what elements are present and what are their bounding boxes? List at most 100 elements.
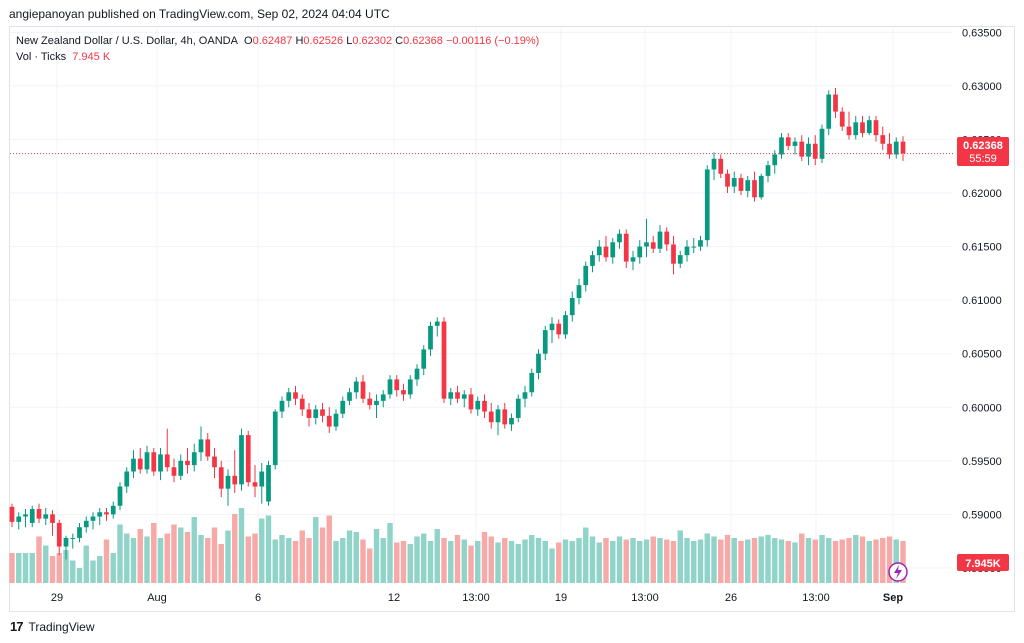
candle	[502, 402, 508, 429]
volume-bar	[745, 539, 751, 583]
time-tick-label: 19	[555, 592, 567, 604]
candle	[218, 460, 224, 498]
time-tick-label: 12	[388, 592, 400, 604]
lightning-icon[interactable]	[888, 562, 908, 582]
candle	[482, 394, 487, 418]
candle	[536, 349, 541, 380]
time-tick-label: 13:00	[462, 592, 490, 604]
volume-bar	[610, 541, 616, 583]
candle-body	[70, 537, 76, 539]
volume-bar	[461, 539, 467, 583]
candle-body	[205, 439, 211, 457]
candle	[448, 387, 454, 406]
volume-bar	[900, 541, 906, 583]
volume-bar	[353, 532, 359, 583]
candle	[9, 503, 15, 528]
candle-body	[326, 415, 332, 427]
candle-body	[603, 246, 609, 258]
candle	[583, 261, 589, 292]
candle-body	[239, 435, 244, 485]
candle-body	[131, 458, 136, 472]
volume-bar	[448, 541, 454, 583]
volume-bar	[589, 536, 596, 583]
candle-body	[745, 180, 751, 191]
volume-bar	[70, 560, 76, 583]
ohlc-o-label: O	[244, 35, 253, 47]
candle	[887, 133, 892, 159]
candle	[198, 426, 204, 461]
candle	[70, 533, 76, 549]
candle-body	[164, 454, 170, 468]
candle-body	[83, 520, 89, 528]
candle-body	[536, 353, 541, 373]
volume-badge: 7.945K	[957, 554, 1009, 571]
volume-bar	[151, 523, 157, 583]
volume-bar	[684, 538, 690, 583]
volume-bar	[873, 539, 879, 583]
volume-bar	[751, 538, 758, 583]
volume-bar	[83, 545, 89, 583]
volume-bar	[299, 530, 305, 583]
volume-bar	[650, 536, 656, 583]
volume-bar	[805, 538, 812, 583]
candle	[819, 124, 825, 164]
candle	[178, 454, 184, 481]
volume-bar	[427, 541, 434, 583]
candle	[475, 396, 481, 416]
chart-frame[interactable]	[9, 26, 1015, 612]
candle	[104, 507, 109, 521]
candle	[596, 240, 602, 262]
candle-body	[583, 265, 589, 286]
tradingview-footer[interactable]: 17 TradingView	[10, 619, 95, 634]
volume-bar	[124, 533, 130, 583]
volume-bar	[819, 535, 825, 583]
candle	[97, 507, 103, 526]
volume-bar	[265, 515, 272, 583]
candle	[853, 115, 859, 140]
volume-bar	[326, 515, 332, 583]
price-tick-label: 0.62000	[962, 188, 1002, 200]
candle-body	[380, 394, 386, 401]
candle-body	[900, 141, 906, 154]
volume-label: Vol · Ticks	[16, 51, 67, 63]
candle-body	[731, 178, 737, 187]
candle	[225, 469, 231, 506]
candle	[347, 387, 352, 406]
volume-bar	[49, 556, 56, 583]
candle-body	[272, 411, 278, 466]
volume-bar	[346, 530, 353, 583]
candle-body	[286, 392, 292, 401]
candle-body	[785, 137, 791, 146]
ohlc-open: 0.62487	[252, 35, 293, 47]
candle	[16, 512, 22, 530]
volume-bar	[488, 536, 494, 583]
volume-bar	[340, 538, 346, 583]
candle-body	[347, 392, 352, 401]
candle	[212, 447, 217, 478]
candle	[137, 447, 143, 474]
volume-bar	[387, 523, 393, 583]
volume-bar	[232, 514, 238, 583]
candle	[725, 169, 730, 194]
tradingview-brand: TradingView	[28, 619, 95, 634]
candle	[549, 317, 555, 343]
candle	[873, 115, 879, 142]
candle-body	[563, 315, 568, 335]
candle-body	[542, 330, 548, 354]
candle-body	[752, 180, 757, 198]
candle	[286, 387, 292, 408]
candle	[394, 375, 400, 397]
volume-bar	[576, 538, 582, 583]
candle	[36, 503, 42, 523]
candle-body	[90, 516, 96, 521]
candle	[657, 225, 663, 254]
candle	[684, 240, 690, 262]
candle	[110, 501, 116, 519]
candle-body	[529, 372, 535, 393]
ohlc-h-label: H	[295, 35, 304, 47]
ohlc-close: 0.62368	[403, 35, 443, 47]
volume-bar	[515, 544, 521, 583]
price-tick-label: 0.61000	[962, 295, 1002, 307]
candle-body	[556, 323, 562, 335]
